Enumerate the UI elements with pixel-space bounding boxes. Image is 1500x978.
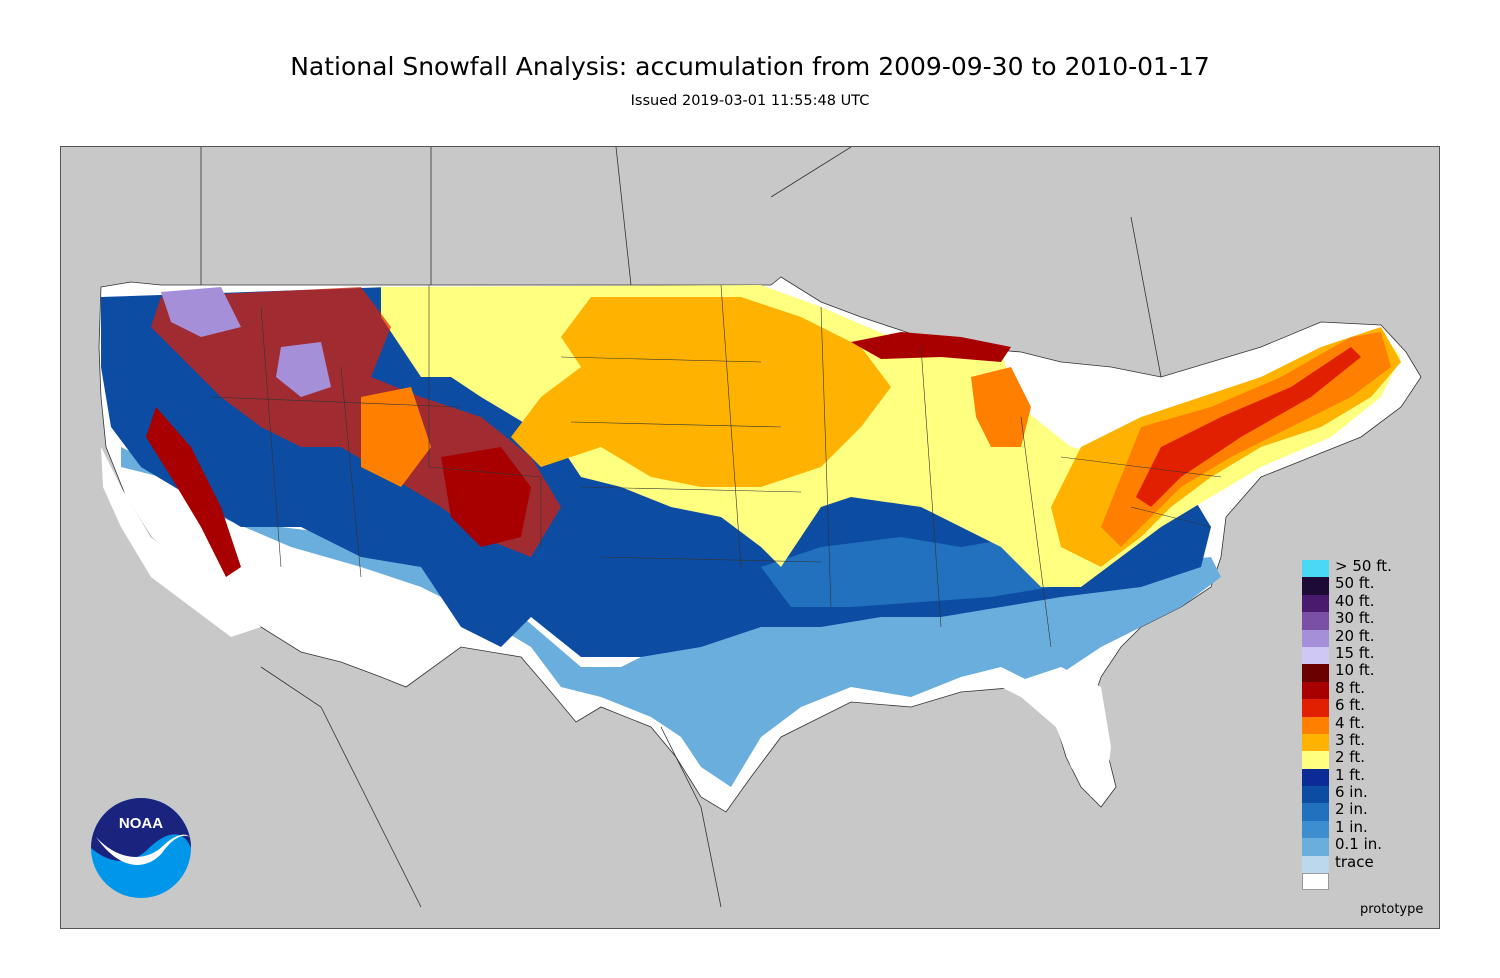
legend-item: 8 ft. (1302, 678, 1422, 700)
legend-swatch (1302, 768, 1329, 787)
region-idaho-purple (276, 342, 331, 397)
legend-label: 30 ft. (1335, 609, 1375, 628)
legend-swatch (1302, 612, 1329, 630)
legend-item-blank (1302, 873, 1422, 891)
legend-item: > 50 ft. (1302, 557, 1422, 578)
legend-swatch (1302, 873, 1329, 891)
legend-swatch (1302, 786, 1329, 804)
snowfall-map (60, 146, 1440, 929)
legend-item: 20 ft. (1302, 626, 1422, 647)
legend-item: 1 in. (1302, 817, 1422, 839)
legend-label: 4 ft. (1335, 713, 1365, 732)
region-3ft-orange (511, 297, 891, 487)
prototype-note: prototype (1360, 902, 1424, 917)
legend-label: 20 ft. (1335, 626, 1375, 645)
legend-label: 2 in. (1335, 800, 1368, 819)
region-6in-blue (761, 537, 1071, 607)
legend-label: 50 ft. (1335, 574, 1375, 593)
legend-swatch (1302, 855, 1329, 874)
legend-item: 0.1 in. (1302, 835, 1422, 856)
issued-timestamp: Issued 2019-03-01 11:55:48 UTC (630, 93, 870, 109)
legend-label: 8 ft. (1335, 678, 1365, 697)
legend-item: trace (1302, 852, 1422, 874)
region-utah-orange (361, 387, 431, 487)
legend-item: 6 ft. (1302, 696, 1422, 717)
legend-swatch (1302, 577, 1329, 595)
legend-label: 2 ft. (1335, 748, 1365, 767)
region-coast-trace (101, 447, 261, 637)
legend-label: > 50 ft. (1335, 557, 1392, 575)
legend-label: 1 in. (1335, 817, 1368, 836)
legend-swatch (1302, 699, 1329, 717)
country-boundaries (200, 147, 1162, 908)
legend-label: 15 ft. (1335, 643, 1375, 662)
legend-item: 15 ft. (1302, 643, 1422, 665)
region-gulf-white (1001, 667, 1111, 797)
legend-swatch (1302, 594, 1329, 613)
legend-item: 1 ft. (1302, 765, 1422, 787)
legend-swatch (1302, 838, 1329, 856)
legend-item: 40 ft. (1302, 591, 1422, 613)
region-sierra-red (146, 407, 241, 577)
legend-label: 1 ft. (1335, 765, 1365, 784)
legend-item: 4 ft. (1302, 713, 1422, 734)
legend-item: 10 ft. (1302, 661, 1422, 682)
region-colorado-red (441, 447, 531, 547)
legend-swatch (1302, 646, 1329, 665)
legend-swatch (1302, 560, 1329, 578)
legend-swatch (1302, 681, 1329, 700)
region-cascades-purple (161, 287, 241, 337)
map-canvas (61, 147, 1439, 928)
legend-label: 6 in. (1335, 783, 1368, 802)
svg-text:NOAA: NOAA (119, 815, 163, 832)
region-michigan (971, 367, 1031, 447)
legend-item: 2 in. (1302, 800, 1422, 821)
legend: > 50 ft. 50 ft. 40 ft. 30 ft. 20 ft. 15 ft. 10… (1302, 557, 1422, 891)
legend-swatch (1302, 751, 1329, 769)
legend-swatch (1302, 716, 1329, 734)
legend-item: 3 ft. (1302, 730, 1422, 752)
legend-swatch (1302, 733, 1329, 752)
region-6ft-ne (1136, 347, 1361, 507)
legend-label: 3 ft. (1335, 730, 1365, 749)
legend-label: trace (1335, 852, 1374, 871)
legend-swatch (1302, 820, 1329, 839)
legend-label: 10 ft. (1335, 661, 1375, 680)
legend-swatch (1302, 629, 1329, 647)
legend-swatch (1302, 664, 1329, 682)
legend-label: 40 ft. (1335, 591, 1375, 610)
region-trace-light (121, 447, 1221, 787)
legend-item: 30 ft. (1302, 609, 1422, 630)
region-lake-effect (851, 332, 1011, 362)
legend-label: 0.1 in. (1335, 835, 1383, 854)
state-boundaries (210, 284, 1222, 648)
legend-item: 2 ft. (1302, 748, 1422, 769)
legend-item: 50 ft. (1302, 574, 1422, 595)
map-title: National Snowfall Analysis: accumulation… (290, 52, 1210, 81)
legend-swatch (1302, 803, 1329, 821)
legend-label: 6 ft. (1335, 696, 1365, 715)
noaa-logo: NOAA (91, 798, 191, 898)
legend-item: 6 in. (1302, 783, 1422, 804)
